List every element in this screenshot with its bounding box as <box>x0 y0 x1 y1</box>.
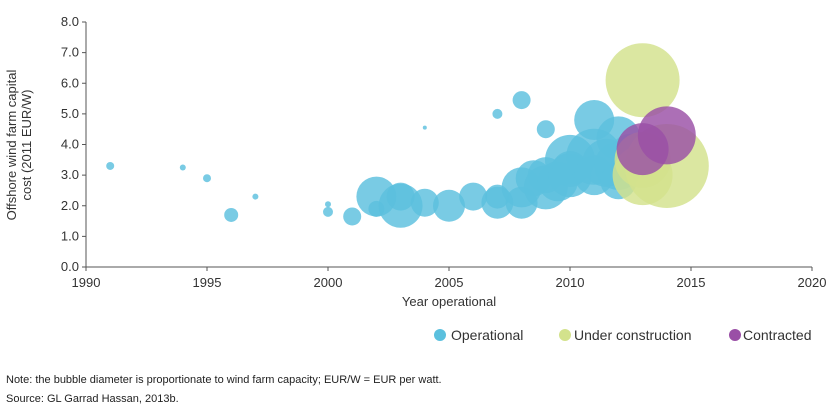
y-tick-label: 1.0 <box>61 228 79 243</box>
bubble-operational <box>512 91 531 110</box>
bubble-chart: 1990 1995 2000 2005 2010 2015 2020 0.0 1.0 2.0 3.… <box>4 14 827 343</box>
legend-marker-operational <box>434 329 446 341</box>
bubble-contracted <box>637 106 696 165</box>
x-axis-title: Year operational <box>402 294 496 309</box>
y-tick-label: 2.0 <box>61 198 79 213</box>
x-tick-label: 2015 <box>677 275 706 290</box>
footnote: Note: the bubble diameter is proportiona… <box>6 374 442 386</box>
y-tick-label: 5.0 <box>61 106 79 121</box>
y-tick-label: 7.0 <box>61 45 79 60</box>
axes <box>85 22 812 268</box>
x-tick-label: 2010 <box>556 275 585 290</box>
bubble-operational <box>325 201 331 208</box>
bubbles <box>106 43 709 228</box>
bubble-operational <box>323 206 333 217</box>
bubble-operational <box>422 125 427 130</box>
legend-item-under-construction: Under construction <box>559 327 692 343</box>
bubble-operational <box>224 207 239 222</box>
legend-label-operational: Operational <box>451 327 523 343</box>
x-ticks: 1990 1995 2000 2005 2010 2015 2020 <box>72 267 827 290</box>
y-axis-title: Offshore wind farm capital cost (2011 EU… <box>4 70 34 221</box>
legend-item-contracted: Contracted <box>729 327 811 343</box>
bubble-operational <box>492 108 503 119</box>
bubble-operational <box>459 182 488 211</box>
legend-marker-contracted <box>729 329 741 341</box>
y-axis-title-line-1: Offshore wind farm capital <box>4 70 19 221</box>
bubble-operational <box>179 164 186 171</box>
legend: Operational Under construction Contracte… <box>434 327 811 343</box>
y-tick-label: 0.0 <box>61 259 79 274</box>
y-ticks: 0.0 1.0 2.0 3.0 4.0 5.0 6.0 7.0 8.0 <box>61 14 86 274</box>
x-tick-label: 1990 <box>72 275 101 290</box>
y-axis-title-line-2: cost (2011 EUR/W) <box>19 89 34 200</box>
x-tick-label: 1995 <box>193 275 222 290</box>
y-tick-label: 8.0 <box>61 14 79 29</box>
legend-label-contracted: Contracted <box>743 327 811 343</box>
bubble-operational <box>536 120 555 139</box>
series-contracted <box>616 106 696 176</box>
bubble-operational <box>343 207 362 226</box>
y-tick-label: 4.0 <box>61 137 79 152</box>
legend-item-operational: Operational <box>434 327 523 343</box>
x-tick-label: 2000 <box>314 275 343 290</box>
legend-marker-under-construction <box>559 329 571 341</box>
bubble-operational <box>252 193 259 200</box>
bubble-operational <box>386 182 415 211</box>
x-tick-label: 2005 <box>435 275 464 290</box>
bubble-operational <box>433 189 465 222</box>
y-tick-label: 3.0 <box>61 167 79 182</box>
x-tick-label: 2020 <box>798 275 827 290</box>
bubble-operational <box>106 161 115 170</box>
legend-label-under-construction: Under construction <box>574 327 692 343</box>
y-tick-label: 6.0 <box>61 75 79 90</box>
bubble-operational <box>203 174 211 183</box>
bubble-under-construction <box>605 43 680 118</box>
series-operational <box>106 91 651 228</box>
bubble-operational <box>410 188 439 217</box>
source-note: Source: GL Garrad Hassan, 2013b. <box>6 393 179 405</box>
